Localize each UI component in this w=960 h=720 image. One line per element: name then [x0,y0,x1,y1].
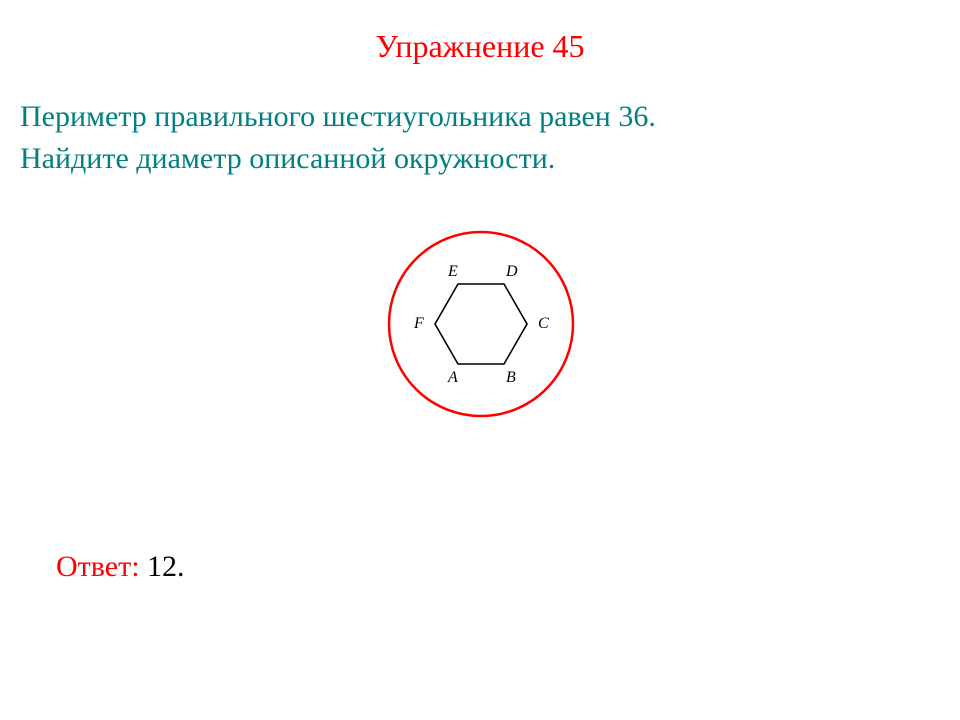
answer-value: 12. [147,550,185,583]
answer-row: Ответ: 12. [56,550,185,584]
problem-statement: Периметр правильного шестиугольника раве… [20,96,656,180]
answer-label: Ответ: [56,550,147,583]
vertex-label-B: B [506,369,516,386]
hexagon-circle-diagram: A B C D E F [336,196,626,456]
vertex-label-F: F [413,315,424,332]
exercise-title: Упражнение 45 [0,28,960,65]
problem-line-1: Периметр правильного шестиугольника раве… [20,100,656,133]
regular-hexagon [435,284,527,364]
problem-line-2: Найдите диаметр описанной окружности. [20,142,555,175]
vertex-label-A: A [447,369,458,386]
vertex-label-E: E [447,263,458,280]
vertex-label-D: D [505,263,518,280]
diagram-svg: A B C D E F [336,196,626,456]
vertex-label-C: C [538,315,549,332]
